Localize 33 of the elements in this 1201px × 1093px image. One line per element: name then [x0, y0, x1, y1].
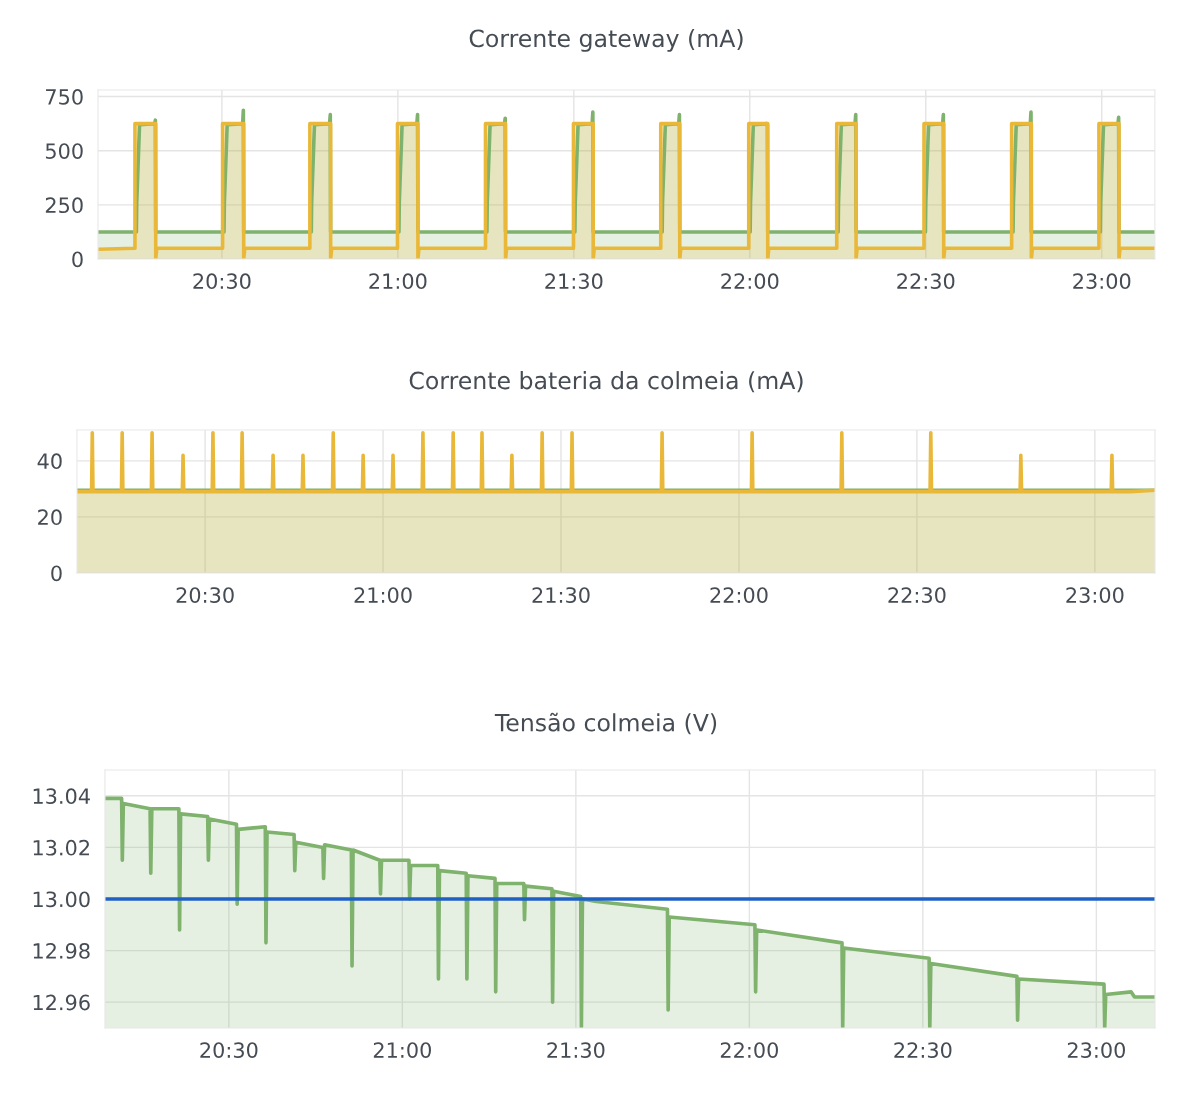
y-tick-label: 13.02 [33, 839, 89, 856]
y-tick-label: 250 [45, 197, 83, 214]
chart-title: Tensão colmeia (V) [494, 712, 717, 735]
y-tick-label: 40 [37, 453, 62, 470]
y-tick-label: 13.04 [33, 788, 90, 805]
y-tick-label: 0 [51, 565, 62, 582]
y-tick-label: 12.96 [33, 994, 90, 1011]
x-tick-label: 22:00 [710, 587, 768, 603]
x-tick-label: 21:00 [369, 273, 427, 290]
x-tick-label: 22:00 [720, 1042, 778, 1058]
x-tick-label: 23:00 [1066, 587, 1124, 603]
x-tick-label: 20:30 [176, 587, 234, 603]
x-tick-label: 21:00 [354, 587, 412, 603]
y-tick-label: 500 [45, 143, 83, 159]
x-tick-label: 22:30 [894, 1042, 952, 1058]
y-tick-label: 750 [46, 89, 83, 105]
y-tick-label: 0 [72, 251, 83, 268]
x-tick-label: 20:30 [193, 273, 251, 290]
x-tick-label: 21:00 [373, 1042, 431, 1058]
x-tick-label: 20:30 [200, 1042, 258, 1058]
chart-title: Corrente gateway (mA) [469, 29, 743, 52]
x-tick-label: 22:00 [721, 273, 779, 290]
x-tick-label: 23:00 [1067, 1042, 1125, 1058]
x-tick-label: 21:30 [532, 587, 590, 603]
chart-title: Corrente bateria da colmeia (mA) [409, 371, 803, 393]
y-tick-label: 20 [38, 509, 62, 526]
x-tick-label: 21:30 [547, 1042, 605, 1058]
x-tick-label: 23:00 [1073, 273, 1131, 290]
x-tick-label: 21:30 [545, 273, 603, 290]
x-tick-label: 22:30 [897, 273, 955, 290]
x-tick-label: 22:30 [888, 587, 946, 603]
y-tick-label: 12.98 [33, 943, 90, 959]
y-tick-label: 13.00 [33, 891, 90, 908]
